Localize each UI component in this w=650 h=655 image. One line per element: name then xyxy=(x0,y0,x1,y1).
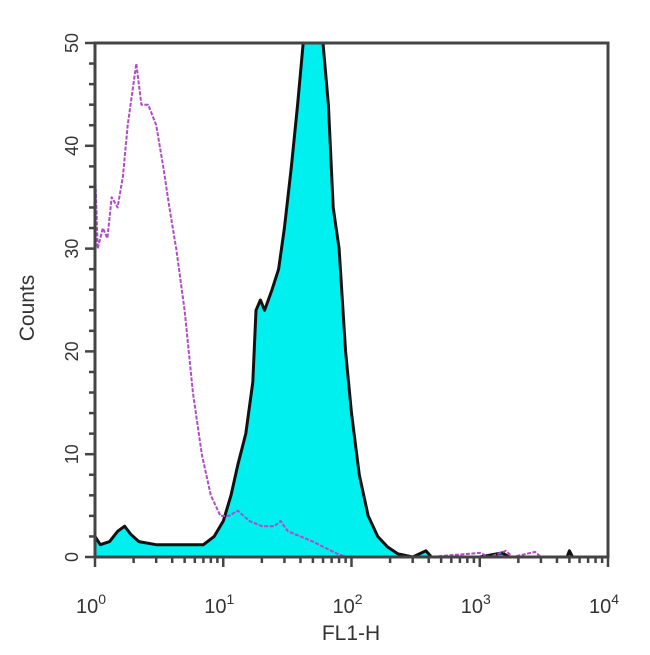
x-tick-base: 10 xyxy=(332,596,354,618)
y-tick-label: 10 xyxy=(62,444,82,464)
x-tick-labels: 100 101 102 103 104 xyxy=(76,591,619,618)
y-axis-label: Counts xyxy=(16,275,39,342)
y-tick-label: 50 xyxy=(62,33,82,53)
x-tick-base: 10 xyxy=(204,596,226,618)
x-tick-exponent: 1 xyxy=(226,591,234,607)
x-axis-label: FL1-H xyxy=(322,622,380,645)
y-tick-label: 0 xyxy=(62,552,82,562)
y-tick-label: 20 xyxy=(62,341,82,361)
y-tick-label: 30 xyxy=(62,239,82,259)
x-tick-exponent: 0 xyxy=(98,591,106,607)
x-tick-label: 101 xyxy=(204,591,234,618)
x-tick-base: 10 xyxy=(589,596,611,618)
x-tick-label: 104 xyxy=(589,591,619,618)
x-tick-base: 10 xyxy=(461,596,483,618)
x-tick-exponent: 4 xyxy=(611,591,619,607)
y-tick-labels: 0 10 20 30 40 50 xyxy=(62,33,82,562)
stained-histogram-area xyxy=(93,41,610,559)
plot-frame xyxy=(93,41,610,559)
x-tick-label: 100 xyxy=(76,591,106,618)
x-tick-exponent: 3 xyxy=(483,591,491,607)
series-layer xyxy=(93,41,610,559)
isotype-histogram-line xyxy=(94,62,608,558)
y-tick-label: 40 xyxy=(62,136,82,156)
x-tick-label: 102 xyxy=(332,591,362,618)
x-tick-label: 103 xyxy=(461,591,491,618)
x-tick-exponent: 2 xyxy=(355,591,363,607)
x-tick-base: 10 xyxy=(76,596,98,618)
